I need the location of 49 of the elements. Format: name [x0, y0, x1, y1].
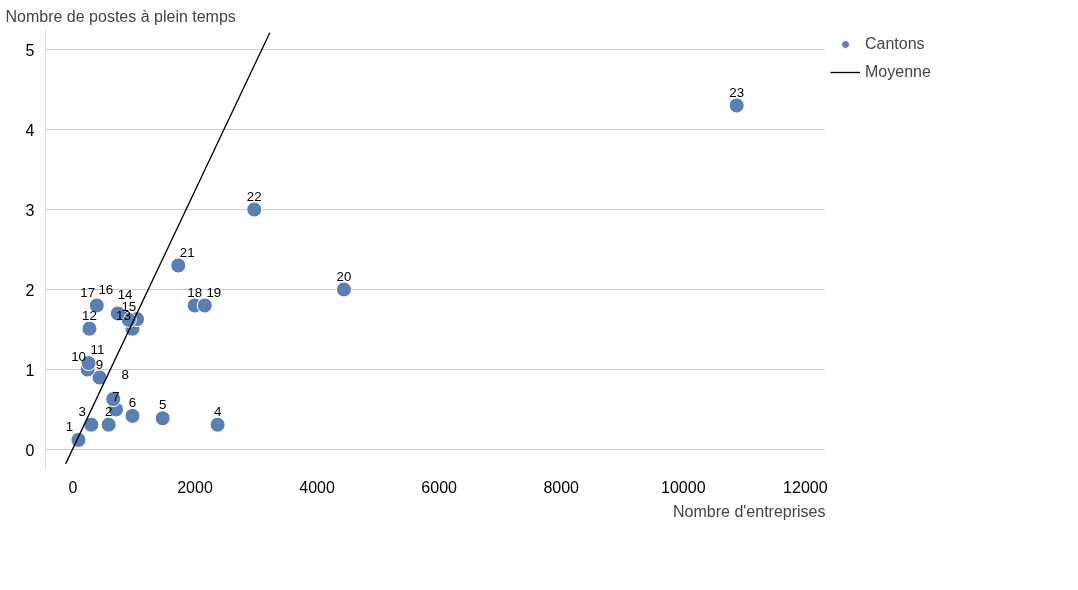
annotation: 10	[71, 348, 87, 364]
annotation: 14	[117, 287, 134, 303]
legend-label: Moyenne	[865, 63, 931, 81]
y-tick-label: 3	[25, 201, 35, 219]
annotation: 1	[65, 418, 74, 434]
point	[83, 416, 100, 433]
annotation: 2	[104, 403, 113, 419]
annotation: 11	[90, 342, 105, 358]
point	[246, 201, 263, 218]
annotation: 18	[187, 284, 203, 300]
x-axis-title: Nombre d'entreprises	[673, 502, 826, 520]
annotation: 23	[729, 84, 745, 100]
annotation: 22	[246, 188, 262, 204]
point	[124, 407, 141, 424]
point	[154, 410, 171, 427]
x-tick-label: 8000	[543, 478, 580, 496]
annotation: 5	[158, 397, 167, 413]
y-tick-label: 1	[25, 361, 35, 379]
x-tick-label: 6000	[421, 478, 458, 496]
point	[196, 297, 213, 314]
y-axis-title: Nombre de postes à plein temps	[5, 7, 236, 25]
annotation: 17	[80, 284, 96, 300]
x-tick-label: 12000	[783, 478, 828, 496]
x-tick-label: 10000	[661, 478, 706, 496]
point	[728, 97, 745, 114]
annotation: 7	[112, 388, 120, 404]
annotation: 3	[78, 403, 86, 419]
y-tick-label: 4	[25, 121, 35, 139]
annotation: 8	[121, 367, 129, 383]
annotation: 4	[213, 403, 222, 419]
x-tick-label: 4000	[299, 478, 335, 496]
point	[335, 281, 352, 298]
annotation: 20	[336, 268, 352, 284]
y-tick-label: 5	[25, 41, 35, 59]
x-tick-label: 2000	[177, 478, 213, 496]
legend-label: Cantons	[865, 35, 925, 53]
point	[170, 257, 187, 274]
annotation: 12	[82, 307, 97, 323]
point	[209, 416, 226, 433]
point	[81, 320, 98, 337]
y-tick-label: 0	[25, 441, 35, 459]
annotation: 9	[95, 356, 104, 372]
annotation: 21	[179, 244, 195, 260]
annotation: 19	[206, 284, 222, 300]
y-tick-label: 2	[25, 281, 35, 299]
x-tick-label: 0	[68, 478, 78, 496]
annotation: 6	[128, 394, 137, 410]
annotation: 16	[98, 281, 114, 297]
point	[100, 416, 117, 433]
